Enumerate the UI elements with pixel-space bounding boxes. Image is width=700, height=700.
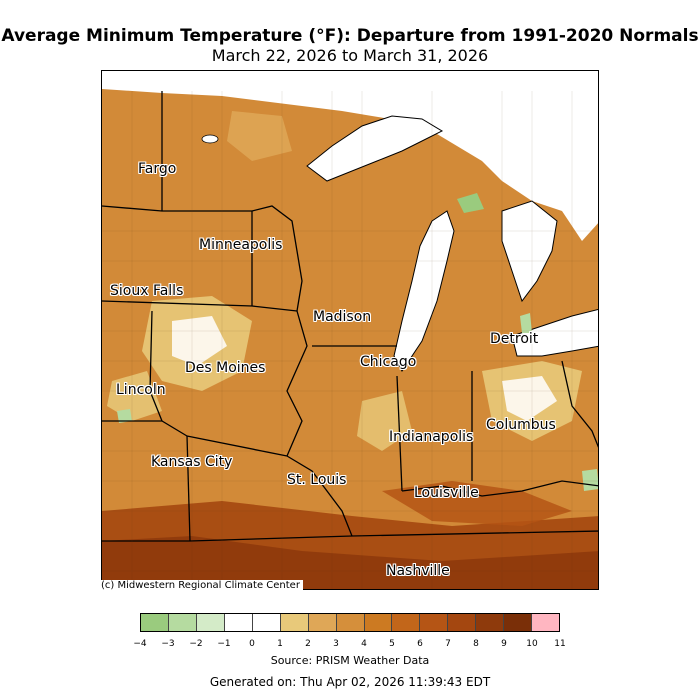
green-patch-wv bbox=[582, 469, 598, 491]
legend-swatch bbox=[252, 614, 281, 631]
map-subtitle: March 22, 2026 to March 31, 2026 bbox=[211, 46, 489, 65]
south-darkest-region bbox=[102, 536, 598, 589]
legend-tick-label: 9 bbox=[501, 639, 507, 649]
city-label-chicago: Chicago bbox=[360, 354, 417, 370]
legend-swatch bbox=[392, 614, 421, 631]
legend-tick-label: 8 bbox=[473, 639, 479, 649]
legend-tick-label: −4 bbox=[133, 639, 147, 649]
city-label-st-louis: St. Louis bbox=[287, 472, 347, 488]
north-light-patch bbox=[227, 111, 292, 161]
legend-tick-label: 3 bbox=[333, 639, 339, 649]
legend-tick-label: 2 bbox=[305, 639, 311, 649]
canada-area bbox=[102, 71, 598, 241]
city-label-madison: Madison bbox=[313, 309, 372, 325]
green-patch-detroit bbox=[520, 313, 532, 333]
city-label-nashville: Nashville bbox=[386, 563, 450, 579]
legend-swatch bbox=[420, 614, 449, 631]
city-label-sioux-falls: Sioux Falls bbox=[110, 283, 184, 299]
legend-swatch bbox=[504, 614, 533, 631]
legend-swatch bbox=[196, 614, 225, 631]
legend-tick-label: 1 bbox=[277, 639, 283, 649]
legend-swatch bbox=[336, 614, 365, 631]
legend-tick-label: 4 bbox=[361, 639, 367, 649]
lake-erie bbox=[511, 308, 598, 357]
city-label-columbus: Columbus bbox=[486, 417, 556, 433]
legend-swatch bbox=[280, 614, 309, 631]
data-source: Source: PRISM Weather Data bbox=[270, 654, 430, 667]
legend-tick-label: −1 bbox=[217, 639, 231, 649]
city-label-lincoln: Lincoln bbox=[116, 382, 166, 398]
lake-michigan bbox=[393, 210, 455, 372]
color-legend-bar bbox=[140, 613, 560, 632]
legend-tick-label: 6 bbox=[417, 639, 423, 649]
legend-swatch bbox=[532, 614, 560, 631]
city-label-fargo: Fargo bbox=[138, 161, 177, 177]
iowa-white-patch bbox=[172, 316, 227, 366]
legend-swatch bbox=[168, 614, 197, 631]
lake-huron bbox=[501, 200, 558, 303]
city-label-louisville: Louisville bbox=[414, 485, 479, 501]
legend-tick-label: 11 bbox=[554, 639, 566, 649]
map-title: Average Minimum Temperature (°F): Depart… bbox=[1, 26, 699, 46]
city-label-minneapolis: Minneapolis bbox=[199, 237, 283, 253]
county-lines bbox=[102, 91, 598, 589]
legend-swatch bbox=[224, 614, 253, 631]
green-patch-kansas bbox=[117, 409, 132, 423]
map-canvas bbox=[102, 71, 598, 589]
ohio-white-patch bbox=[502, 376, 557, 421]
copyright-notice: (c) Midwestern Regional Climate Center bbox=[101, 580, 303, 591]
small-lake bbox=[201, 134, 219, 144]
legend-swatch bbox=[476, 614, 505, 631]
city-label-kansas-city: Kansas City bbox=[151, 454, 233, 470]
legend-swatch bbox=[364, 614, 393, 631]
green-patch-upper-mi bbox=[457, 193, 484, 213]
city-label-indianapolis: Indianapolis bbox=[389, 429, 474, 445]
legend-tick-label: 10 bbox=[526, 639, 538, 649]
generated-timestamp: Generated on: Thu Apr 02, 2026 11:39:43 … bbox=[209, 675, 491, 689]
color-legend-ticks: −4 −3 −2 −1 0 1 2 3 4 5 6 7 8 9 10 11 bbox=[133, 639, 565, 651]
legend-tick-label: 0 bbox=[249, 639, 255, 649]
legend-swatch bbox=[448, 614, 477, 631]
legend-tick-label: −2 bbox=[189, 639, 203, 649]
city-label-detroit: Detroit bbox=[490, 331, 539, 347]
lake-superior bbox=[306, 115, 444, 182]
legend-swatch bbox=[141, 614, 169, 631]
kentucky-dark-region bbox=[382, 481, 572, 526]
state-boundaries bbox=[102, 91, 598, 542]
nebraska-light-patch bbox=[107, 371, 162, 421]
legend-swatch bbox=[308, 614, 337, 631]
city-label-des-moines: Des Moines bbox=[185, 360, 266, 376]
legend-tick-label: 5 bbox=[389, 639, 395, 649]
legend-tick-label: −3 bbox=[161, 639, 175, 649]
temperature-map: Fargo Minneapolis Sioux Falls Madison De… bbox=[101, 70, 599, 590]
legend-tick-label: 7 bbox=[445, 639, 451, 649]
